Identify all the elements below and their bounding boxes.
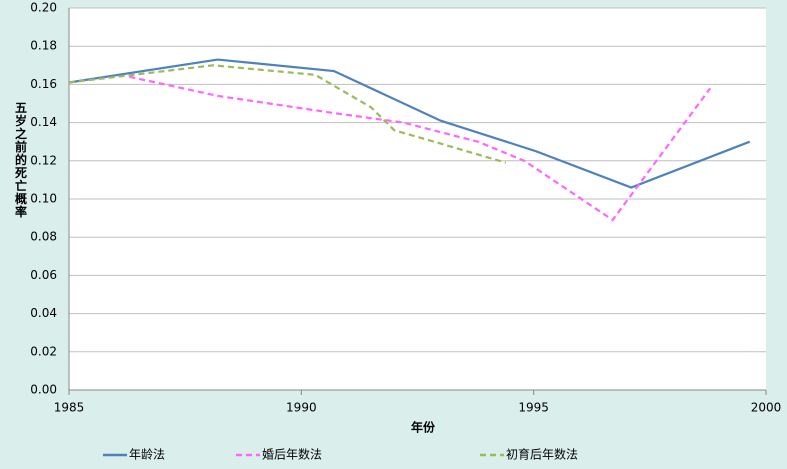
y-axis-title: 五岁之前的死亡概率 [14,101,28,218]
x-tick-label: 2000 [751,401,782,415]
y-tick-label: 0.20 [30,1,57,15]
legend-label: 初育后年数法 [506,447,578,462]
y-tick-label: 0.18 [30,39,57,53]
y-tick-label: 0.00 [30,383,57,397]
x-tick-label: 1995 [518,401,549,415]
series-line [68,64,507,164]
y-tick-label: 0.12 [30,153,57,167]
legend-label: 年龄法 [129,448,165,462]
series-line [129,75,712,222]
legend-label: 婚后年数法 [262,447,322,462]
series-line [68,58,751,189]
y-tick-label: 0.06 [30,268,57,282]
y-tick-label: 0.16 [30,77,57,91]
y-tick-label: 0.04 [30,306,57,320]
x-axis-title: 年份 [411,420,436,435]
y-tick-label: 0.02 [30,344,57,358]
x-tick-label: 1990 [286,401,317,415]
y-tick-label: 0.08 [30,230,57,244]
y-tick-label: 0.14 [30,115,57,129]
x-tick-label: 1985 [54,401,85,415]
y-tick-label: 0.10 [30,192,57,206]
